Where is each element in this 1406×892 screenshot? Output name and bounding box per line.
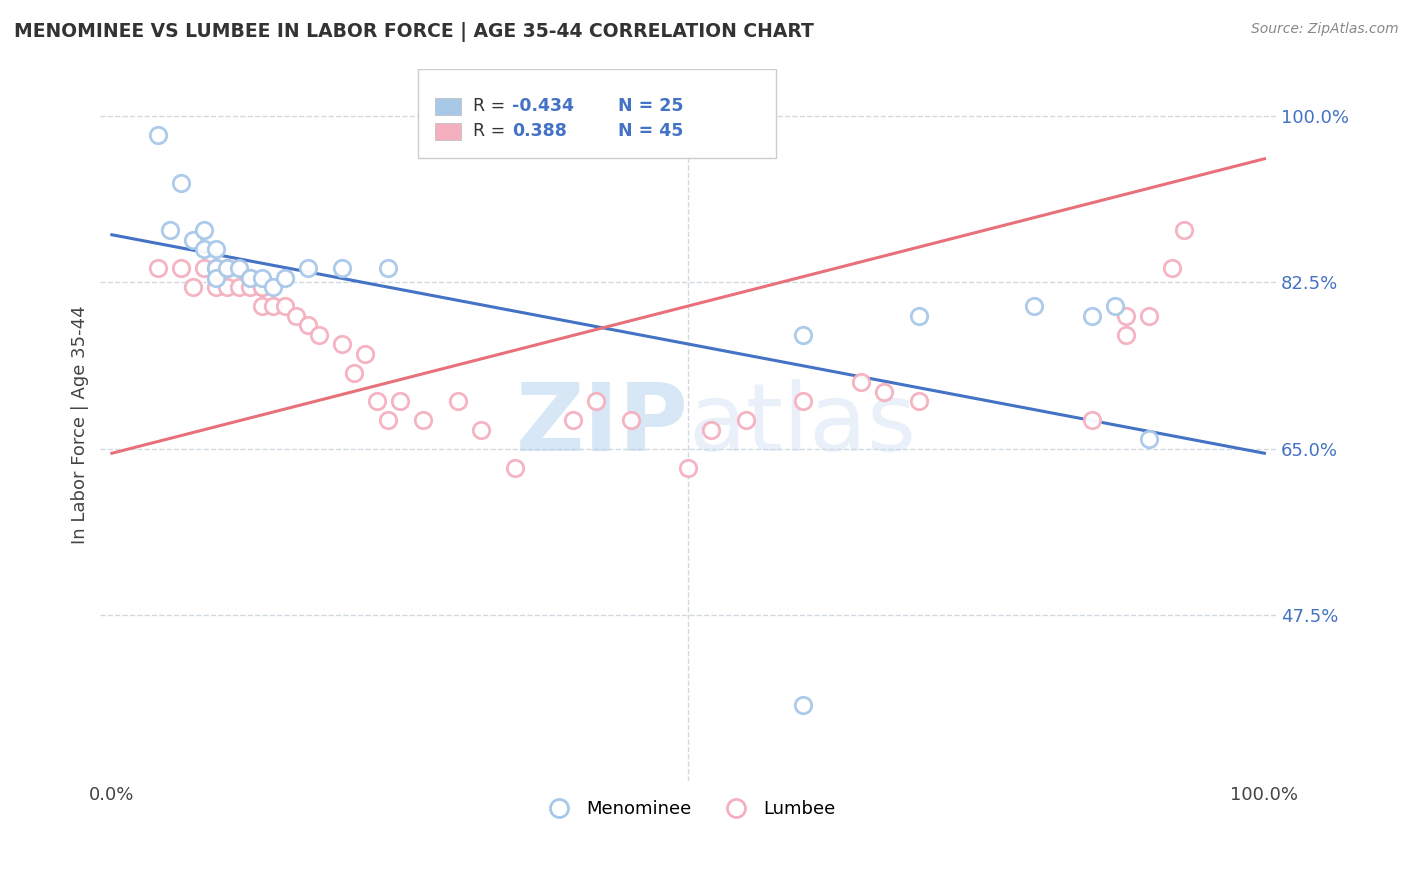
Point <box>297 260 319 275</box>
Point <box>181 280 204 294</box>
Point <box>1137 309 1160 323</box>
Text: ZIP: ZIP <box>515 379 688 471</box>
Point <box>619 413 641 427</box>
Point <box>470 423 492 437</box>
Point <box>308 327 330 342</box>
Text: Source: ZipAtlas.com: Source: ZipAtlas.com <box>1251 22 1399 37</box>
Point <box>792 327 814 342</box>
Point <box>250 280 273 294</box>
Y-axis label: In Labor Force | Age 35-44: In Labor Force | Age 35-44 <box>72 305 89 544</box>
Point <box>1115 327 1137 342</box>
Point <box>250 270 273 285</box>
Point <box>700 423 723 437</box>
Point <box>262 280 284 294</box>
Point <box>228 280 250 294</box>
Point <box>1104 299 1126 313</box>
Point <box>792 698 814 712</box>
Point <box>561 413 583 427</box>
Point <box>354 346 377 360</box>
Point <box>193 223 215 237</box>
Point <box>204 242 226 256</box>
Point <box>1022 299 1045 313</box>
Point <box>159 223 181 237</box>
Text: atlas: atlas <box>688 379 917 471</box>
Point <box>217 280 239 294</box>
Point <box>734 413 756 427</box>
Point <box>849 375 872 389</box>
Legend: Menominee, Lumbee: Menominee, Lumbee <box>533 793 842 825</box>
FancyBboxPatch shape <box>436 122 461 140</box>
Point <box>239 270 262 285</box>
Point <box>146 260 169 275</box>
Point <box>389 394 412 409</box>
Point <box>217 260 239 275</box>
Point <box>250 280 273 294</box>
Point <box>274 270 297 285</box>
Point <box>228 260 250 275</box>
Point <box>366 394 388 409</box>
Text: R =: R = <box>472 121 510 139</box>
Text: MENOMINEE VS LUMBEE IN LABOR FORCE | AGE 35-44 CORRELATION CHART: MENOMINEE VS LUMBEE IN LABOR FORCE | AGE… <box>14 22 814 42</box>
Text: N = 25: N = 25 <box>617 97 683 115</box>
Point <box>377 413 399 427</box>
Point <box>170 260 193 275</box>
Point <box>146 128 169 142</box>
Point <box>285 309 308 323</box>
Point <box>377 260 399 275</box>
Point <box>274 299 297 313</box>
Point <box>204 260 226 275</box>
Text: -0.434: -0.434 <box>512 97 574 115</box>
Point <box>204 270 226 285</box>
Point <box>792 394 814 409</box>
Point <box>204 280 226 294</box>
Point <box>332 260 354 275</box>
Point <box>250 299 273 313</box>
Point <box>503 460 526 475</box>
Point <box>297 318 319 332</box>
Point <box>1137 432 1160 446</box>
Text: 0.388: 0.388 <box>512 121 567 139</box>
Point <box>412 413 434 427</box>
FancyBboxPatch shape <box>418 69 776 158</box>
Point <box>239 270 262 285</box>
Text: R =: R = <box>472 97 510 115</box>
Point <box>446 394 468 409</box>
Point <box>262 299 284 313</box>
Point <box>1080 309 1102 323</box>
Point <box>239 280 262 294</box>
Point <box>1173 223 1195 237</box>
Point <box>676 460 699 475</box>
Point <box>193 242 215 256</box>
Point <box>907 309 929 323</box>
Text: N = 45: N = 45 <box>617 121 683 139</box>
Point <box>907 394 929 409</box>
Point <box>1115 309 1137 323</box>
Point <box>170 176 193 190</box>
Point <box>217 260 239 275</box>
Point <box>181 233 204 247</box>
Point <box>585 394 607 409</box>
Point <box>193 260 215 275</box>
Point <box>1161 260 1184 275</box>
FancyBboxPatch shape <box>436 97 461 115</box>
Point <box>343 366 366 380</box>
Point <box>873 384 896 399</box>
Point <box>332 337 354 351</box>
Point <box>204 260 226 275</box>
Point <box>1080 413 1102 427</box>
